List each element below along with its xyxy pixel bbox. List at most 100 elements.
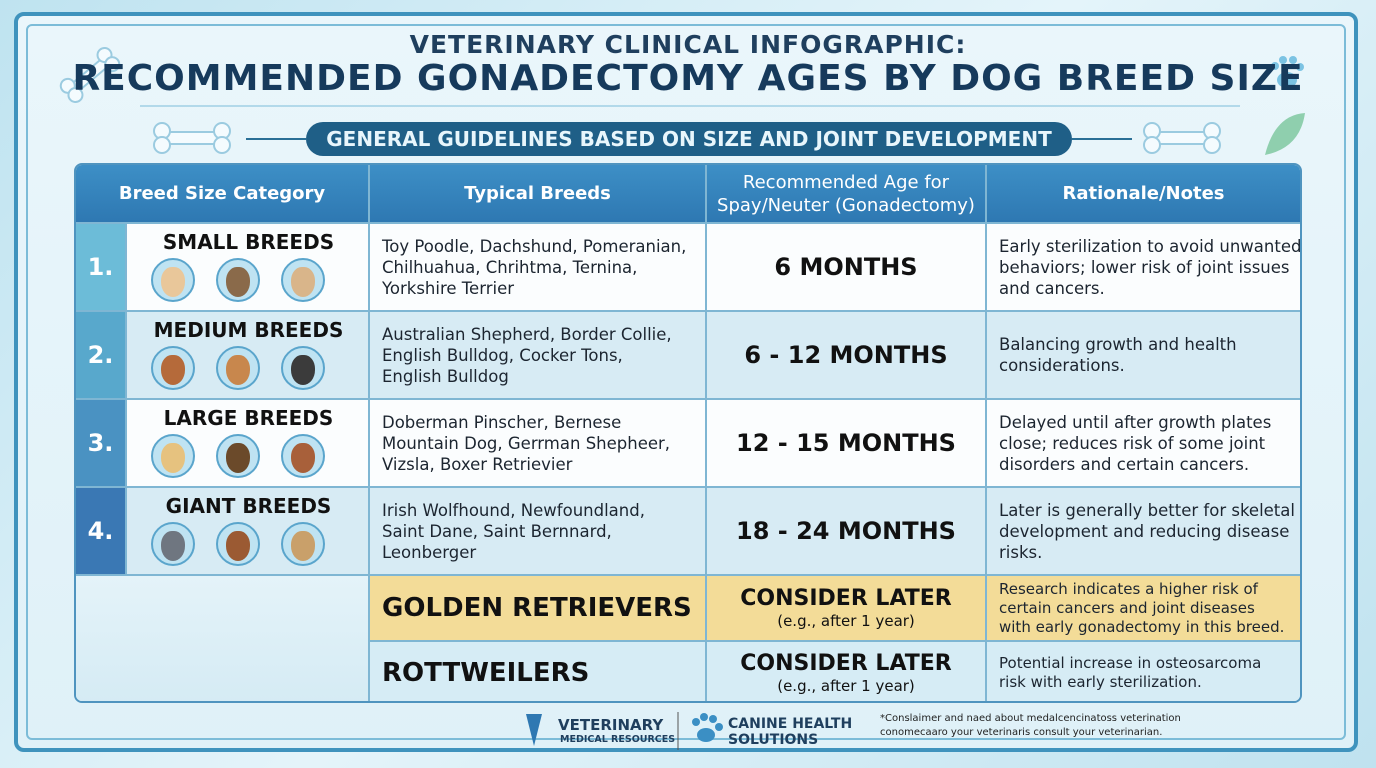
category-name: LARGE BREEDS	[163, 406, 334, 430]
disclaimer-line: *Conslaimer and naed about medalcencinat…	[880, 713, 1181, 724]
dog-icon	[216, 522, 260, 566]
dog-icon	[281, 434, 325, 478]
special-age-note: (e.g., after 1 year)	[777, 676, 915, 695]
dog-icon	[281, 258, 325, 302]
category-cell: LARGE BREEDS	[127, 400, 370, 488]
dog-icon	[151, 522, 195, 566]
breed-line: Doberman Pinscher, Bernese	[382, 412, 622, 432]
note-line: behaviors; lower risk of joint issues	[999, 257, 1290, 277]
note-line: development and reducing disease	[999, 521, 1290, 541]
dog-face	[161, 443, 185, 473]
dog-face	[161, 355, 185, 385]
breed-line: English Bulldog, Cocker Tons,	[382, 345, 623, 365]
note-line: disorders and certain cancers.	[999, 454, 1250, 474]
dog-icon	[216, 434, 260, 478]
dog-icon	[216, 258, 260, 302]
dog-face	[226, 267, 250, 297]
special-breed: GOLDEN RETRIEVERS	[370, 576, 707, 642]
dog-face	[226, 355, 250, 385]
note-line: Balancing growth and health	[999, 335, 1237, 354]
breed-line: Australian Shepherd, Border Collie,	[382, 324, 672, 344]
title: RECOMMENDED GONADECTOMY AGES BY DOG BREE…	[72, 58, 1304, 99]
disclaimer-line: conomecaaro your veterinaris consult you…	[880, 727, 1163, 738]
dog-face	[291, 443, 315, 473]
breed-line: Mountain Dog, Gerrman Shepheer,	[382, 433, 671, 453]
breed-line: Irish Wolfhound, Newfoundland,	[382, 500, 645, 520]
breed-line: Yorkshire Terrier	[382, 278, 514, 298]
row-number: 4.	[76, 488, 127, 576]
special-age: CONSIDER LATER	[740, 586, 952, 611]
note-line: certain cancers and joint diseases	[999, 598, 1255, 617]
logo1-sub: MEDICAL RESOURCES	[560, 734, 676, 745]
age-cell: 6 - 12 MONTHS	[707, 312, 987, 400]
breeds-cell: Australian Shepherd, Border Collie, Engli…	[370, 312, 707, 400]
note-line: risk with early sterilization.	[999, 672, 1202, 691]
subtitle: GENERAL GUIDELINES BASED ON SIZE AND JOI…	[306, 122, 1072, 156]
note-line: close; reduces risk of some joint	[999, 433, 1266, 453]
special-age: CONSIDER LATER	[740, 650, 952, 676]
note-line: Research indicates a higher risk of	[999, 579, 1258, 598]
decor-cell	[76, 576, 370, 701]
header-cell: Recommended Age for Spay/Neuter (Gonadect…	[707, 165, 987, 224]
logo2-name: CANINE HEALTH	[728, 716, 853, 732]
special-age-cell: CONSIDER LATER (e.g., after 1 year)	[707, 576, 987, 642]
note-line: with early gonadectomy in this breed.	[999, 617, 1285, 636]
header-line: Recommended Age for	[742, 171, 950, 193]
note-line: and cancers.	[999, 278, 1105, 298]
dog-face	[291, 355, 315, 385]
supertitle: VETERINARY CLINICAL INFOGRAPHIC:	[409, 30, 967, 59]
breeds-cell: Irish Wolfhound, Newfoundland, Saint Dane…	[370, 488, 707, 576]
inner-frame	[26, 24, 1346, 740]
category-name: MEDIUM BREEDS	[153, 318, 344, 342]
notes-cell: Balancing growth and health consideration…	[987, 312, 1300, 400]
row-number: 3.	[76, 400, 127, 488]
category-cell: GIANT BREEDS	[127, 488, 370, 576]
special-age-note: (e.g., after 1 year)	[777, 612, 915, 630]
dog-face	[226, 443, 250, 473]
notes-cell: Delayed until after growth plates close; …	[987, 400, 1300, 488]
breed-line: Leonberger	[382, 542, 477, 562]
category-cell: SMALL BREEDS	[127, 224, 370, 312]
dog-icon	[151, 346, 195, 390]
dog-icon	[281, 346, 325, 390]
notes-cell: Later is generally better for skeletal de…	[987, 488, 1300, 576]
breeds-cell: Doberman Pinscher, Bernese Mountain Dog, …	[370, 400, 707, 488]
note-line: Early sterilization to avoid unwanted	[999, 236, 1302, 256]
dog-icon	[281, 522, 325, 566]
logo2-sub: SOLUTIONS	[728, 732, 819, 748]
note-line: Delayed until after growth plates	[999, 412, 1272, 432]
row-number: 2.	[76, 312, 127, 400]
dog-face	[291, 267, 315, 297]
special-age-cell: CONSIDER LATER (e.g., after 1 year)	[707, 642, 987, 701]
row-number: 1.	[76, 224, 127, 312]
note-line: considerations.	[999, 356, 1125, 375]
header-line: Spay/Neuter (Gonadectomy)	[717, 194, 975, 216]
dog-face	[161, 531, 185, 561]
logo1-name: VETERINARY	[558, 716, 664, 734]
breed-line: Toy Poodle, Dachshund, Pomeranian,	[382, 236, 687, 256]
dog-face	[291, 531, 315, 561]
header-cell: Typical Breeds	[370, 165, 707, 224]
header-cell: Rationale/Notes	[987, 165, 1300, 224]
note-line: Potential increase in osteosarcoma	[999, 653, 1262, 672]
breed-line: Chilhuahua, Chrihtma, Ternina,	[382, 257, 638, 277]
breed-line: English Bulldog	[382, 366, 509, 386]
header-cell: Breed Size Category	[76, 165, 370, 224]
category-name: SMALL BREEDS	[162, 230, 335, 254]
special-notes-cell: Potential increase in osteosarcoma risk w…	[987, 642, 1300, 701]
breeds-cell: Toy Poodle, Dachshund, Pomeranian, Chilhu…	[370, 224, 707, 312]
category-cell: MEDIUM BREEDS	[127, 312, 370, 400]
dog-icon	[151, 434, 195, 478]
special-breed: ROTTWEILERS	[370, 642, 707, 701]
note-line: risks.	[999, 542, 1043, 562]
age-cell: 18 - 24 MONTHS	[707, 488, 987, 576]
notes-cell: Early sterilization to avoid unwanted beh…	[987, 224, 1302, 312]
category-name: GIANT BREEDS	[165, 494, 332, 518]
dog-icon	[151, 258, 195, 302]
age-cell: 12 - 15 MONTHS	[707, 400, 987, 488]
dog-face	[226, 531, 250, 561]
note-line: Later is generally better for skeletal	[999, 500, 1295, 520]
breed-line: Vizsla, Boxer Retrievier	[382, 454, 573, 474]
breed-line: Saint Dane, Saint Bernnard,	[382, 521, 612, 541]
